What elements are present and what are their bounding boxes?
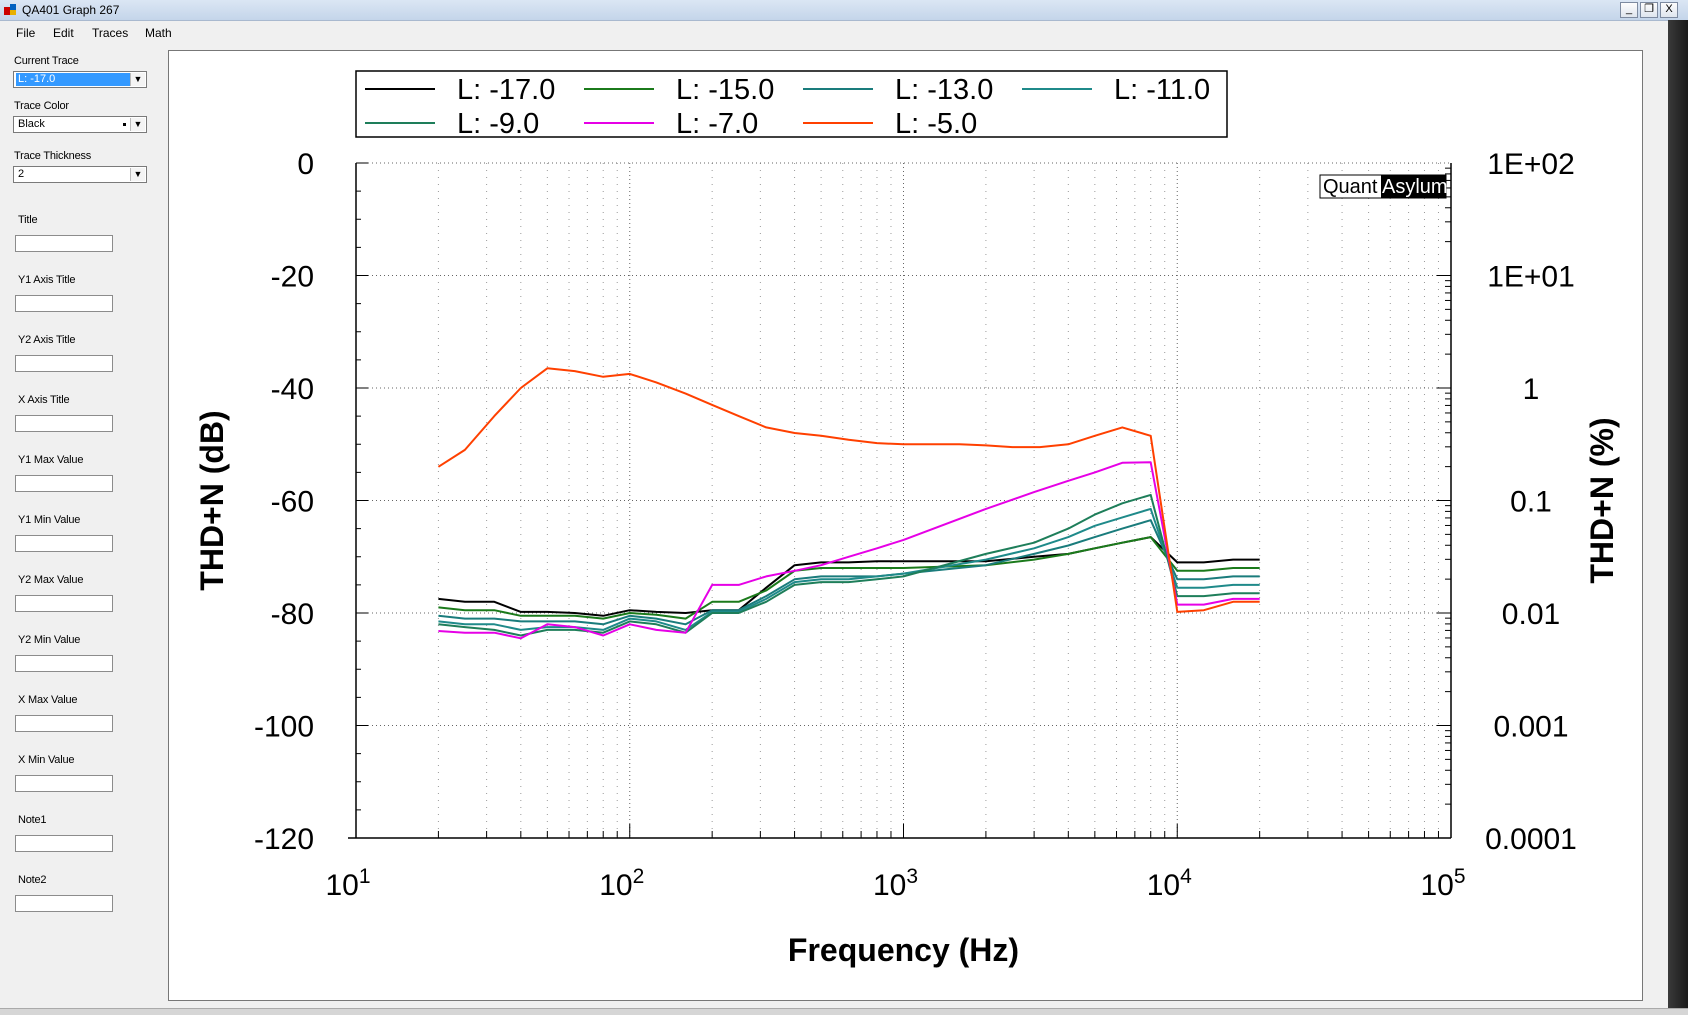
y2-tick-label: 0.001 bbox=[1493, 711, 1568, 744]
window-title: QA401 Graph 267 bbox=[22, 3, 120, 17]
menu-file[interactable]: File bbox=[16, 26, 36, 40]
series-line-3 bbox=[438, 519, 1260, 626]
legend-label-6: L: -7.0 bbox=[676, 108, 758, 140]
desktop-edge bbox=[1668, 20, 1688, 1008]
y1-tick-label: -100 bbox=[254, 711, 314, 744]
series-line-2 bbox=[438, 536, 1260, 620]
note1-label: Note1 bbox=[18, 814, 47, 826]
y1-tick-label: -60 bbox=[271, 486, 314, 519]
x-min-value-field[interactable] bbox=[15, 775, 113, 792]
series-line-7 bbox=[437, 367, 1260, 613]
series-line-4 bbox=[438, 507, 1260, 631]
menu-bar: File Edit Traces Math bbox=[0, 21, 1688, 43]
y1-min-value-label: Y1 Min Value bbox=[18, 514, 81, 526]
y2-axis-title-label: Y2 Axis Title bbox=[18, 334, 76, 346]
thd-frequency-chart: 0 -20 -40 -60 -80 -100 -120 1E+02 1E+01 1 0.1 0.01 0… bbox=[194, 70, 1620, 968]
y2-tick-label: 1E+01 bbox=[1487, 261, 1575, 294]
y1-tick-label: -20 bbox=[271, 261, 314, 294]
note2-field[interactable] bbox=[15, 895, 113, 912]
y1-axis-title: THD+N (dB) bbox=[194, 410, 230, 590]
y2-axis-title: THD+N (%) bbox=[1584, 417, 1620, 583]
x-max-value-field[interactable] bbox=[15, 715, 113, 732]
legend-label-3: L: -13.0 bbox=[895, 74, 993, 106]
y2-max-value-label: Y2 Max Value bbox=[18, 574, 84, 586]
title-field[interactable] bbox=[15, 235, 113, 252]
y1-tick-label: 0 bbox=[297, 148, 314, 181]
chart-panel: 0 -20 -40 -60 -80 -100 -120 1E+02 1E+01 1 0.1 0.01 0… bbox=[168, 50, 1643, 1001]
legend-label-4: L: -11.0 bbox=[1114, 74, 1210, 106]
series-line-6 bbox=[438, 461, 1260, 640]
x-tick-label: 101 bbox=[325, 865, 370, 902]
y1-max-value-label: Y1 Max Value bbox=[18, 454, 84, 466]
x-axis-title-label: X Axis Title bbox=[18, 394, 70, 406]
series-line-5 bbox=[438, 493, 1260, 637]
watermark-text-quant: Quant bbox=[1323, 176, 1378, 198]
y2-tick-label: 0.01 bbox=[1502, 598, 1560, 631]
y1-axis-title-field[interactable] bbox=[15, 295, 113, 312]
color-swatch-icon bbox=[123, 123, 126, 126]
y2-tick-label: 1E+02 bbox=[1487, 148, 1575, 181]
y2-tick-label: 0.1 bbox=[1510, 486, 1552, 519]
x-tick-label: 103 bbox=[873, 865, 918, 902]
trace-color-select[interactable]: Black ▼ bbox=[13, 116, 147, 133]
chevron-down-icon[interactable]: ▼ bbox=[130, 168, 145, 181]
minimize-button[interactable]: _ bbox=[1620, 2, 1638, 18]
y1-tick-label: -120 bbox=[254, 823, 314, 856]
trace-thickness-label: Trace Thickness bbox=[14, 150, 92, 162]
y1-axis-title-label: Y1 Axis Title bbox=[18, 274, 76, 286]
trace-color-label: Trace Color bbox=[14, 100, 69, 112]
y2-min-value-label: Y2 Min Value bbox=[18, 634, 81, 646]
x-axis-title: Frequency (Hz) bbox=[788, 932, 1019, 968]
y1-tick-label: -40 bbox=[271, 373, 314, 406]
trace-thickness-select[interactable]: 2 ▼ bbox=[13, 166, 147, 183]
x-max-value-label: X Max Value bbox=[18, 694, 78, 706]
x-axis-title-field[interactable] bbox=[15, 415, 113, 432]
title-bar: QA401 Graph 267 _ ❐ X bbox=[0, 0, 1688, 21]
trace-thickness-value: 2 bbox=[18, 168, 25, 180]
y2-min-value-field[interactable] bbox=[15, 655, 113, 672]
x-min-value-label: X Min Value bbox=[18, 754, 75, 766]
note1-field[interactable] bbox=[15, 835, 113, 852]
y1-max-value-field[interactable] bbox=[15, 475, 113, 492]
legend-label-5: L: -9.0 bbox=[457, 108, 539, 140]
y2-max-value-field[interactable] bbox=[15, 595, 113, 612]
x-tick-label: 105 bbox=[1420, 865, 1465, 902]
y1-min-value-field[interactable] bbox=[15, 535, 113, 552]
legend-label-2: L: -15.0 bbox=[676, 74, 774, 106]
menu-math[interactable]: Math bbox=[145, 26, 172, 40]
status-bar bbox=[0, 1008, 1688, 1015]
chevron-down-icon[interactable]: ▼ bbox=[130, 73, 145, 86]
restore-button[interactable]: ❐ bbox=[1640, 2, 1658, 18]
title-field-label: Title bbox=[18, 214, 38, 226]
trace-color-value: Black bbox=[18, 118, 45, 130]
current-trace-value: L: -17.0 bbox=[16, 73, 132, 86]
legend-box bbox=[355, 70, 1228, 138]
watermark-dark-box bbox=[1381, 175, 1446, 198]
y1-tick-label: -80 bbox=[271, 598, 314, 631]
y2-tick-label: 0.0001 bbox=[1485, 823, 1577, 856]
x-tick-label: 104 bbox=[1147, 865, 1192, 902]
menu-edit[interactable]: Edit bbox=[53, 26, 74, 40]
app-icon bbox=[4, 4, 16, 15]
chevron-down-icon[interactable]: ▼ bbox=[130, 118, 145, 131]
watermark-text-asylum: Asylum bbox=[1382, 176, 1448, 198]
legend-label-1: L: -17.0 bbox=[457, 74, 555, 106]
y2-axis-title-field[interactable] bbox=[15, 355, 113, 372]
close-button[interactable]: X bbox=[1660, 2, 1678, 18]
current-trace-label: Current Trace bbox=[14, 55, 79, 67]
menu-traces[interactable]: Traces bbox=[92, 26, 129, 40]
note2-label: Note2 bbox=[18, 874, 47, 886]
current-trace-select[interactable]: L: -17.0 ▼ bbox=[13, 71, 147, 88]
x-tick-label: 102 bbox=[599, 865, 644, 902]
y2-tick-label: 1 bbox=[1523, 373, 1540, 406]
legend-label-7: L: -5.0 bbox=[895, 108, 977, 140]
